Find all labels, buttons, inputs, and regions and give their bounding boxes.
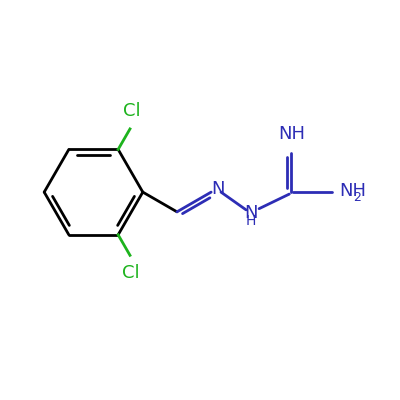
Text: NH: NH (340, 182, 366, 200)
Text: N: N (212, 180, 225, 198)
Text: N: N (244, 204, 258, 222)
Text: H: H (246, 214, 256, 228)
Text: 2: 2 (354, 191, 362, 204)
Text: Cl: Cl (122, 264, 140, 282)
Text: NH: NH (278, 125, 305, 143)
Text: Cl: Cl (123, 102, 141, 120)
